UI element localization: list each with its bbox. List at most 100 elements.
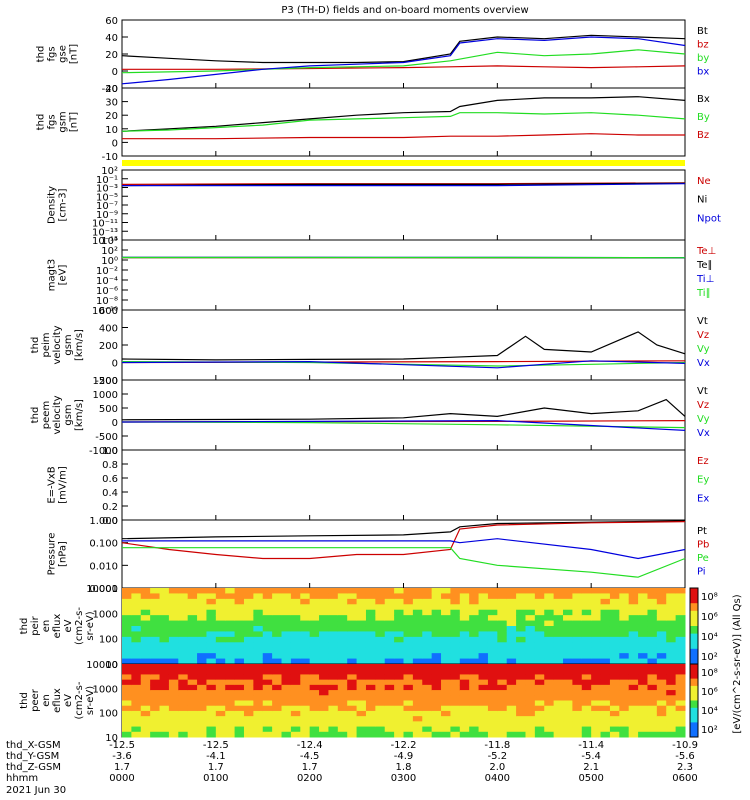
panel-peir-cell <box>187 615 198 622</box>
panel-peer-cell <box>328 684 339 691</box>
panel-peer-cell <box>319 705 329 712</box>
panel-peir-cell <box>450 636 461 643</box>
panel-peer-cell <box>591 664 602 670</box>
panel-peir-cell <box>600 658 611 665</box>
panel-peer-cell <box>469 731 480 738</box>
panel-peer-cell <box>675 690 686 696</box>
panel-peer-cell <box>365 726 376 733</box>
panel-peer-colorbar-tick: 10⁴ <box>701 706 718 717</box>
panel-peer-cell <box>375 700 386 707</box>
panel-peir-cell <box>262 588 273 594</box>
panel-peer-cell <box>319 716 329 722</box>
panel-peir-cell <box>478 620 489 627</box>
panel-peer-cell <box>412 721 423 728</box>
panel-peir-cell <box>450 598 461 605</box>
panel-peir-cell <box>553 615 564 622</box>
panel-peir-cell <box>281 631 292 638</box>
panel-fgs-gse-series-3 <box>121 36 686 85</box>
panel-peer-cell <box>459 695 470 701</box>
panel-peir-cell <box>168 642 179 649</box>
panel-peer-cell <box>469 669 480 675</box>
panel-peer-cell <box>281 726 292 733</box>
panel-peer-cell <box>516 705 526 712</box>
panel-peer-cell <box>459 679 470 686</box>
panel-peir-cell <box>234 626 245 632</box>
panel-peer-cell <box>290 684 301 691</box>
panel-peer-cell <box>656 679 667 686</box>
panel-peer-cell <box>600 731 611 738</box>
panel-peir-cell <box>638 647 648 654</box>
panel-peir-cell <box>206 620 217 627</box>
panel-peir-cell <box>131 588 142 594</box>
panel-peer-cell <box>187 674 198 681</box>
panel-density-ytick-label: 10⁻¹¹ <box>92 219 118 230</box>
panel-peer-cell <box>197 695 207 701</box>
x-axis-value: 1.7 <box>302 762 318 773</box>
panel-peir-cell <box>572 626 583 632</box>
panel-peir-cell <box>638 636 648 643</box>
panel-peir-cell <box>450 647 461 654</box>
panel-peer-cell <box>272 664 283 670</box>
panel-peer-cell <box>403 705 414 712</box>
panel-peir-cell <box>450 604 461 611</box>
panel-peer-cell <box>459 700 470 707</box>
panel-pressure-series-3 <box>122 538 686 560</box>
panel-peir-cell <box>572 658 583 665</box>
panel-peer-cell <box>347 731 358 738</box>
panel-peir-cell <box>150 598 161 605</box>
panel-peer-cell <box>581 705 592 712</box>
panel-peir-cell <box>563 593 573 600</box>
panel-peer-cell <box>159 690 170 696</box>
panel-peer-cell <box>525 695 536 701</box>
panel-peer-cell <box>412 731 423 738</box>
panel-peer-cell <box>384 664 395 670</box>
panel-peir-cell <box>384 658 395 665</box>
panel-peir-cell <box>675 620 686 627</box>
panel-peer-cell <box>384 700 395 707</box>
panel-peir-cell <box>497 593 508 600</box>
panel-peer-cell <box>487 710 498 717</box>
x-axis-value: 0600 <box>672 773 697 784</box>
panel-peir-cell <box>272 615 283 622</box>
panel-peer-cell <box>178 731 189 738</box>
x-axis-value: 2.0 <box>489 762 505 773</box>
panel-peer-cell <box>422 721 433 728</box>
panel-peir-cell <box>272 653 283 660</box>
panel-peir-cell <box>394 626 404 632</box>
panel-peir-cell <box>290 615 301 622</box>
panel-peir-cell <box>525 636 536 643</box>
panel-peir-cell <box>675 609 686 616</box>
panel-peir-cell <box>272 631 283 638</box>
panel-peer-cell <box>168 669 179 675</box>
panel-peir-cell <box>628 631 639 638</box>
panel-peir-cell <box>253 626 264 632</box>
panel-peer-cell <box>412 690 423 696</box>
panel-peer-cell <box>619 669 630 675</box>
panel-peir-cell <box>225 615 236 622</box>
panel-peer-cell <box>609 695 620 701</box>
panel-peir-cell <box>272 593 283 600</box>
panel-peer-cell <box>243 726 254 733</box>
panel-peer-cell <box>581 679 592 686</box>
panel-peer-cell <box>478 679 489 686</box>
panel-peer-colorbar-band <box>690 685 698 694</box>
panel-peer-cell <box>290 679 301 686</box>
panel-peir-cell <box>581 620 592 627</box>
panel-e-legend-1: Ey <box>697 475 709 486</box>
panel-peir-cell <box>168 631 179 638</box>
panel-peir-cell <box>262 615 273 622</box>
panel-peir-cell <box>403 653 414 660</box>
panel-peir-cell <box>534 642 545 649</box>
panel-peer-cell <box>656 684 667 691</box>
panel-peer-cell <box>431 684 442 691</box>
panel-peir-cell <box>234 631 245 638</box>
panel-peer-cell <box>206 716 217 722</box>
panel-peer-cell <box>262 721 273 728</box>
panel-peir-cell <box>563 642 573 649</box>
panel-peer-cell <box>243 669 254 675</box>
panel-peir-cell <box>215 658 226 665</box>
panel-peir-cell <box>150 653 161 660</box>
panel-peer-cell <box>168 684 179 691</box>
panel-peer-cell <box>563 684 573 691</box>
